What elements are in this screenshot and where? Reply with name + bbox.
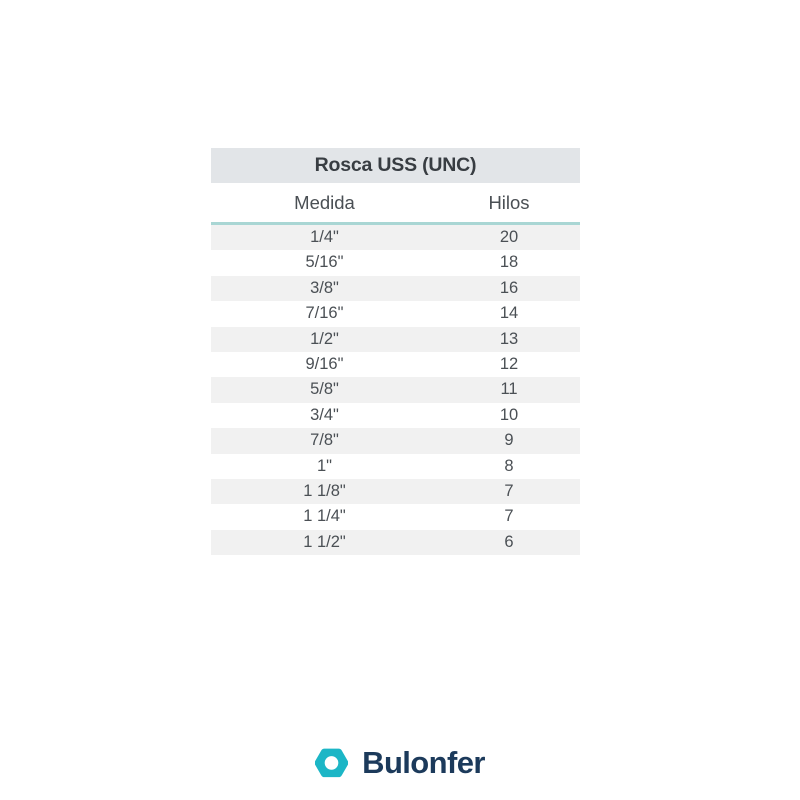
- cell-hilos: 16: [438, 275, 581, 302]
- table-row: 7/16" 14: [211, 301, 581, 327]
- cell-medida: 3/4": [211, 402, 438, 429]
- thread-spec-table-container: Rosca USS (UNC) Medida Hilos 1/4" 20 5/1…: [211, 148, 581, 556]
- cell-medida: 9/16": [211, 352, 438, 378]
- column-header-medida: Medida: [211, 183, 438, 225]
- cell-medida: 3/8": [211, 275, 438, 302]
- cell-hilos: 7: [438, 479, 581, 505]
- cell-hilos: 11: [438, 377, 581, 403]
- table-row: 3/4" 10: [211, 402, 581, 429]
- table-row: 1/2" 13: [211, 326, 581, 353]
- table-row: 1/4" 20: [211, 223, 581, 251]
- table-row: 1 1/2" 6: [211, 529, 581, 556]
- cell-medida: 1 1/2": [211, 529, 438, 556]
- cell-medida: 1/4": [211, 223, 438, 251]
- table-row: 7/8" 9: [211, 428, 581, 454]
- table-row: 5/16" 18: [211, 250, 581, 276]
- cell-medida: 5/8": [211, 377, 438, 403]
- column-header-hilos: Hilos: [438, 183, 581, 225]
- cell-hilos: 14: [438, 301, 581, 327]
- table-title: Rosca USS (UNC): [211, 148, 581, 183]
- table-row: 1" 8: [211, 453, 581, 480]
- table-row: 9/16" 12: [211, 352, 581, 378]
- cell-hilos: 18: [438, 250, 581, 276]
- cell-hilos: 7: [438, 504, 581, 530]
- cell-hilos: 12: [438, 352, 581, 378]
- cell-hilos: 13: [438, 326, 581, 353]
- cell-hilos: 8: [438, 453, 581, 480]
- table-row: 1 1/4" 7: [211, 504, 581, 530]
- cell-hilos: 9: [438, 428, 581, 454]
- cell-hilos: 6: [438, 529, 581, 556]
- table-head: Rosca USS (UNC) Medida Hilos: [211, 148, 581, 225]
- cell-medida: 1": [211, 453, 438, 480]
- table-body: 1/4" 20 5/16" 18 3/8" 16 7/16" 14 1/2" 1…: [211, 223, 581, 556]
- cell-hilos: 10: [438, 402, 581, 429]
- cell-medida: 1 1/8": [211, 479, 438, 505]
- table-row: 3/8" 16: [211, 275, 581, 302]
- table-column-header-row: Medida Hilos: [211, 183, 581, 225]
- table-title-row: Rosca USS (UNC): [211, 148, 581, 183]
- cell-hilos: 20: [438, 223, 581, 251]
- cell-medida: 7/16": [211, 301, 438, 327]
- cell-medida: 5/16": [211, 250, 438, 276]
- table-row: 1 1/8" 7: [211, 479, 581, 505]
- brand-name: Bulonfer: [362, 745, 485, 780]
- cell-medida: 1 1/4": [211, 504, 438, 530]
- table-row: 5/8" 11: [211, 377, 581, 403]
- hex-nut-icon: [314, 746, 349, 779]
- thread-spec-table: Rosca USS (UNC) Medida Hilos 1/4" 20 5/1…: [211, 148, 581, 556]
- cell-medida: 7/8": [211, 428, 438, 454]
- cell-medida: 1/2": [211, 326, 438, 353]
- brand-logo: Bulonfer: [0, 746, 800, 779]
